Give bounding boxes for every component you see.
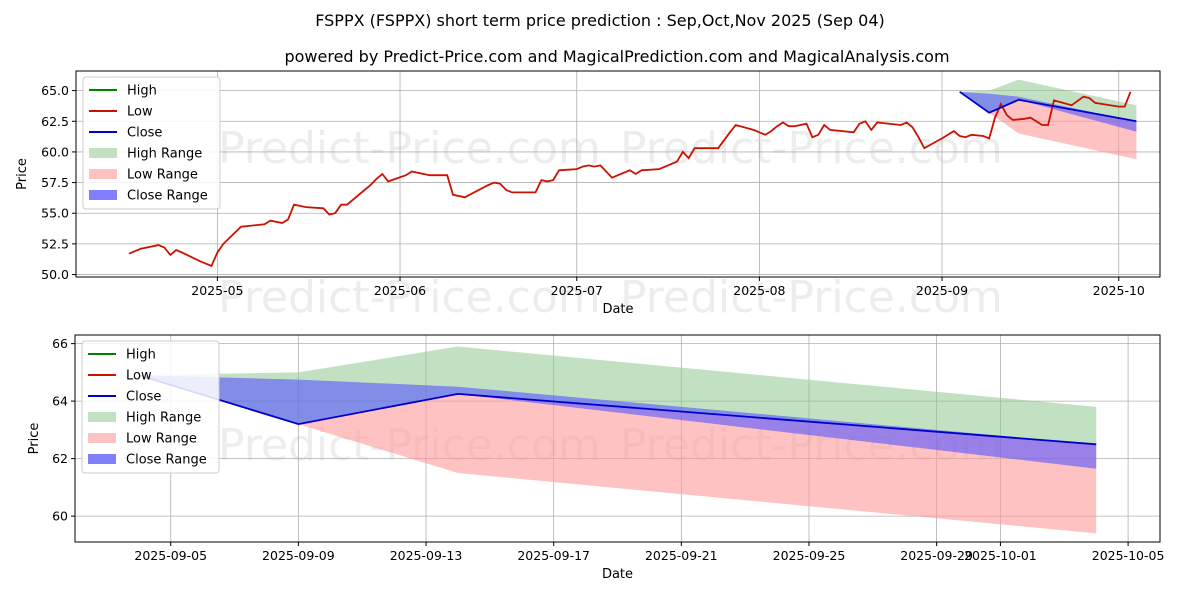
legend-label: High: [126, 348, 156, 363]
close-forecast-line: [959, 91, 1137, 123]
legend-swatch-patch: [89, 190, 117, 200]
y-tick-label: 50.0: [41, 267, 69, 282]
x-tick-label: 2025-09-21: [645, 548, 718, 563]
legend-label: High Range: [126, 411, 201, 426]
x-tick-label: 2025-08: [733, 283, 785, 298]
y-tick-label: 65.0: [41, 83, 69, 98]
legend-swatch-patch: [88, 412, 116, 422]
legend-label: High: [127, 84, 157, 99]
chart-subtitle: powered by Predict-Price.com and Magical…: [284, 47, 949, 66]
low-series-line: [128, 91, 1132, 268]
x-tick-label: 2025-09-13: [390, 548, 463, 563]
x-tick-label: 2025-06: [374, 283, 426, 298]
x-tick-label: 2025-10-05: [1092, 548, 1165, 563]
y-tick-label: 55.0: [41, 206, 69, 221]
x-tick-label: 2025-10: [1093, 283, 1145, 298]
x-tick-label: 2025-09-25: [773, 548, 846, 563]
y-axis-label: Price: [27, 423, 42, 455]
legend-box: [81, 340, 220, 474]
x-tick-label: 2025-07: [551, 283, 603, 298]
high-range-band: [959, 79, 1137, 122]
x-tick-label: 2025-05: [191, 283, 243, 298]
y-tick-label: 62.5: [41, 114, 69, 129]
x-tick-label: 2025-10-01: [964, 548, 1037, 563]
legend-swatch-patch: [88, 454, 116, 464]
legend-swatch-patch: [89, 169, 117, 179]
plot-frame: [75, 70, 1161, 278]
watermark-text: Predict-Price.com: [218, 272, 601, 323]
x-tick-label: 2025-09: [916, 283, 968, 298]
legend-label: High Range: [127, 147, 202, 162]
y-tick-label: 57.5: [41, 175, 69, 190]
plot-frame: [74, 334, 1161, 543]
legend-label: Close Range: [126, 453, 207, 468]
y-tick-label: 62: [52, 451, 68, 466]
y-tick-label: 64: [52, 394, 68, 409]
close-range-band: [138, 375, 1097, 469]
forecast-panel: Predict-Price.comPredict-Price.com2025-0…: [27, 334, 1165, 582]
y-tick-label: 52.5: [41, 236, 69, 251]
close-range-band: [959, 91, 1137, 132]
y-tick-label: 60: [52, 509, 68, 524]
legend-label: Close Range: [127, 189, 208, 204]
legend-label: Close: [127, 126, 162, 141]
watermark-text: Predict-Price.com: [620, 272, 1003, 323]
y-tick-label: 60.0: [41, 144, 69, 159]
legend-swatch-patch: [89, 148, 117, 158]
x-axis-label: Date: [602, 302, 633, 317]
x-tick-label: 2025-09-09: [262, 548, 335, 563]
legend-label: Low Range: [126, 432, 197, 447]
legend-box: [82, 76, 221, 210]
legend-label: Close: [126, 390, 161, 405]
low-range-band: [138, 375, 1097, 534]
chart-title: FSPPX (FSPPX) short term price predictio…: [315, 11, 885, 30]
x-axis-label: Date: [602, 567, 633, 582]
watermark-text: Predict-Price.com: [620, 123, 1003, 174]
legend-label: Low Range: [127, 168, 198, 183]
y-axis-label: Price: [15, 158, 30, 190]
watermark-text: Predict-Price.com: [218, 123, 601, 174]
y-tick-label: 66: [52, 336, 68, 351]
x-tick-label: 2025-09-17: [517, 548, 590, 563]
legend-swatch-patch: [88, 433, 116, 443]
x-tick-label: 2025-09-05: [134, 548, 207, 563]
legend-label: Low: [127, 105, 153, 120]
history-panel: Predict-Price.com Predict-Price.com Predic…: [15, 70, 1161, 323]
x-tick-label: 2025-09-29: [900, 548, 973, 563]
legend-label: Low: [126, 369, 152, 384]
high-range-band: [138, 346, 1097, 445]
